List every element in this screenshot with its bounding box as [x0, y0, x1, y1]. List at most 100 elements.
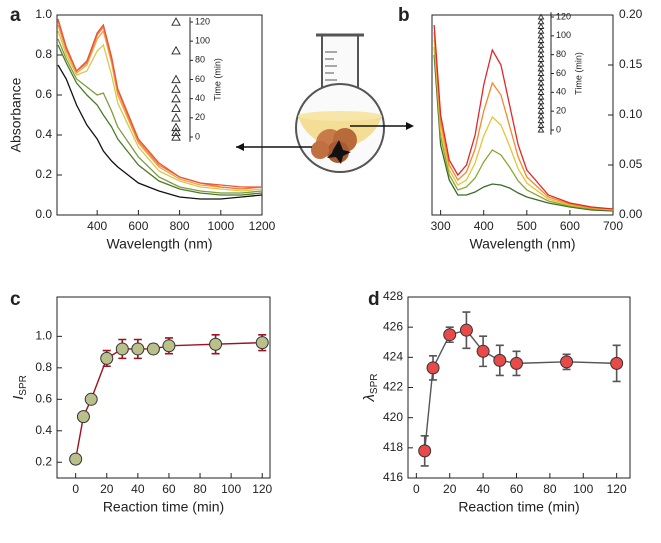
inset-tick-label: 80	[556, 49, 566, 59]
x-tick-label: 60	[162, 482, 176, 496]
spectrum-line	[57, 18, 262, 188]
spectrum-line	[433, 39, 614, 211]
y-axis-title: Absorbance	[658, 78, 661, 153]
data-point	[162, 339, 176, 353]
spectrum-line	[57, 44, 263, 196]
time-marker	[537, 107, 545, 114]
time-marker	[537, 88, 545, 95]
data-point	[459, 323, 473, 337]
panel-label: b	[398, 5, 410, 26]
x-axis-title: Wavelength (nm)	[469, 236, 575, 252]
x-tick-label: 120	[607, 482, 627, 496]
time-marker	[171, 84, 181, 93]
y-tick-label: 422	[383, 380, 403, 394]
x-axis-title: Wavelength (nm)	[106, 236, 212, 252]
plot-frame	[56, 296, 271, 479]
x-tick-label: 0	[413, 482, 420, 496]
y-tick-label: 0.15	[619, 57, 643, 71]
data-point	[418, 444, 432, 458]
inset-tick-label: 40	[195, 93, 205, 103]
data-point	[76, 410, 90, 424]
time-marker	[537, 41, 545, 48]
data-point	[443, 328, 457, 342]
inset-tick-label: 20	[556, 106, 566, 116]
x-tick-label: 600	[128, 219, 148, 233]
inset-axis-title: Time (min)	[212, 58, 222, 101]
y-tick-label: 426	[383, 319, 403, 333]
data-point	[146, 342, 160, 356]
y-tick-label: 0.6	[35, 87, 52, 101]
data-point	[131, 342, 145, 356]
y-tick-label: 0.00	[619, 207, 643, 221]
x-tick-label: 40	[476, 482, 490, 496]
y-tick-label: 416	[383, 470, 403, 484]
inset-tick-label: 80	[195, 55, 205, 65]
time-marker	[171, 74, 181, 84]
y-axis-symbol: λ	[361, 394, 378, 402]
x-tick-label: 400	[87, 219, 107, 233]
plot-frame	[56, 14, 263, 216]
panel-label: d	[368, 289, 380, 310]
time-marker	[537, 93, 545, 100]
inset-tick-label: 60	[556, 68, 566, 78]
inset-tick-label: 40	[556, 87, 566, 97]
x-tick-label: 400	[474, 219, 494, 233]
y-tick-label: 0.05	[619, 157, 643, 171]
data-point	[560, 355, 574, 369]
x-tick-label: 100	[573, 482, 593, 496]
time-marker	[537, 37, 545, 44]
x-tick-label: 1000	[207, 219, 234, 233]
flask-illustration	[236, 33, 414, 173]
time-marker	[537, 18, 545, 25]
inset-tick-label: 100	[195, 36, 210, 46]
y-tick-label: 420	[383, 410, 403, 424]
spectrum-line	[57, 38, 263, 194]
x-tick-label: 700	[603, 219, 623, 233]
x-axis-title: Reaction time (min)	[103, 499, 224, 515]
time-marker	[537, 60, 545, 67]
time-marker	[171, 122, 181, 132]
x-tick-label: 800	[170, 219, 190, 233]
time-marker	[171, 93, 181, 103]
time-marker	[171, 112, 181, 122]
spectrum-line	[433, 46, 614, 211]
y-tick-label: 0.4	[35, 423, 52, 437]
spectrum-line	[57, 30, 263, 192]
y-axis-subscript: SPR	[18, 375, 29, 396]
time-marker	[537, 51, 545, 58]
trend-line	[423, 329, 617, 451]
x-tick-label: 1200	[249, 219, 276, 233]
data-point	[69, 452, 83, 466]
time-marker	[537, 22, 545, 29]
spectrum-line	[57, 64, 263, 200]
time-marker	[537, 121, 545, 128]
y-tick-label: 1.0	[35, 329, 52, 343]
y-tick-label: 0.10	[619, 107, 643, 121]
x-tick-label: 300	[431, 219, 451, 233]
inset-tick-label: 100	[556, 30, 571, 40]
x-tick-label: 0	[72, 482, 79, 496]
y-axis-symbol: I	[10, 396, 27, 400]
inset-tick-label: 120	[195, 16, 210, 26]
time-marker	[171, 132, 181, 141]
time-marker	[171, 17, 181, 26]
inset-tick-label: 0	[556, 124, 561, 134]
inset-tick-label: 0	[195, 131, 200, 141]
time-marker	[537, 55, 545, 62]
x-tick-label: 20	[443, 482, 457, 496]
y-tick-label: 0.8	[35, 47, 52, 61]
time-marker	[537, 32, 545, 39]
y-axis-subscript: SPR	[369, 374, 380, 395]
panel-label: a	[10, 5, 21, 26]
panel-label: c	[10, 289, 21, 310]
data-point	[476, 344, 490, 358]
data-point	[115, 342, 129, 356]
spectrum-line	[57, 24, 263, 190]
inset-tick-label: 20	[195, 112, 205, 122]
inset-tick-label: 60	[195, 74, 205, 84]
y-tick-label: 424	[383, 350, 403, 364]
time-marker	[537, 79, 545, 86]
spectrum-line	[433, 31, 614, 210]
time-marker	[537, 69, 545, 77]
